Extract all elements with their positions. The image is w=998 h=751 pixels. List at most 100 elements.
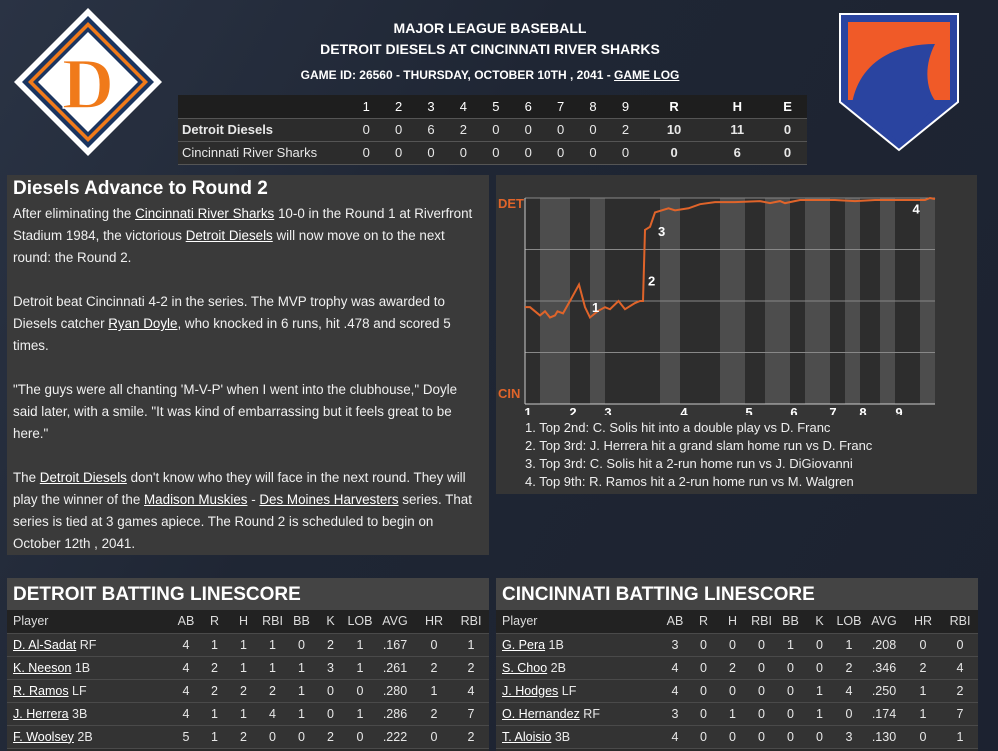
team-link[interactable]: Ryan Doyle [108,316,178,331]
stat-cell: 0 [689,656,718,680]
column-header[interactable]: R [200,610,229,634]
inning-score: 0 [544,118,577,142]
inning-score: 0 [641,141,707,165]
column-header[interactable]: RBI [258,610,287,634]
article-text: "The guys were all chanting 'M-V-P' when… [13,382,458,441]
team-link[interactable]: Des Moines Harvesters [259,492,399,507]
inning-header: R [641,95,707,119]
detroit-diesels-logo[interactable]: D [12,6,164,158]
player-link[interactable]: O. Hernandez [502,706,580,721]
player-cell: J. Hodges LF [496,679,661,703]
stat-cell: .208 [864,633,904,657]
column-header[interactable]: AVG [864,610,904,634]
stat-cell: 1 [229,702,258,726]
stat-cell: 0 [776,725,805,749]
player-position: RF [579,706,600,721]
stat-cell: 3 [661,633,689,657]
player-link[interactable]: K. Neeson [13,660,72,675]
inning-score: 0 [479,118,513,142]
player-link[interactable]: D. Al-Sadat [13,637,77,652]
stat-cell: 1 [200,702,229,726]
chart-note: 2. Top 3rd: J. Herrera hit a grand slam … [525,438,873,453]
stat-cell: 2 [316,633,345,657]
article-paragraph: After eliminating the Cincinnati River S… [13,203,483,269]
stat-cell: 4 [453,679,489,703]
stat-cell: 0 [287,633,316,657]
team-name[interactable]: Cincinnati River Sharks [178,141,350,165]
player-link[interactable]: G. Pera [502,637,546,652]
stat-cell: 0 [747,702,776,726]
x-tick-label: 8 [859,405,866,415]
column-header[interactable]: LOB [345,610,375,634]
inning-score: 6 [414,118,448,142]
team-link[interactable]: Detroit Diesels [39,470,127,485]
column-header[interactable]: RBI [453,610,489,634]
stat-cell: 1 [942,725,978,749]
column-header[interactable]: HR [904,610,942,634]
column-header[interactable]: Player [496,610,661,634]
inning-header: H [706,95,769,119]
column-header[interactable]: AB [172,610,200,634]
stat-cell: 0 [904,725,942,749]
article-title: Diesels Advance to Round 2 [13,178,268,199]
stat-cell: 0 [776,656,805,680]
inning-score: 0 [512,141,545,165]
column-header[interactable]: RBI [747,610,776,634]
column-header[interactable]: RBI [942,610,978,634]
column-header[interactable]: K [316,610,345,634]
column-header[interactable]: AVG [375,610,415,634]
column-header[interactable]: K [805,610,834,634]
player-cell: O. Hernandez RF [496,702,661,726]
column-header[interactable]: H [718,610,747,634]
article-panel: Diesels Advance to Round 2 After elimina… [7,175,489,555]
inning-score: 0 [350,118,383,142]
cincinnati-river-sharks-logo[interactable] [838,12,960,152]
column-header[interactable]: AB [661,610,689,634]
column-header[interactable]: H [229,610,258,634]
team-link[interactable]: Detroit Diesels [185,228,273,243]
x-tick-label: 7 [829,405,836,415]
stat-cell: 2 [415,656,453,680]
win-probability-panel: DET CIN 1 2 3 4 5 6 7 8 9 1 2 3 4 [496,175,977,494]
column-header[interactable]: R [689,610,718,634]
inning-score: 0 [350,141,383,165]
inning-header: 8 [576,95,610,119]
column-header[interactable]: BB [776,610,805,634]
team-name[interactable]: Detroit Diesels [178,118,350,142]
stat-cell: 0 [834,702,864,726]
stat-cell: 7 [453,702,489,726]
player-link[interactable]: T. Aloisio [502,729,552,744]
game-log-link[interactable]: GAME LOG [614,68,680,82]
x-tick-label: 5 [745,405,752,415]
team-link[interactable]: Cincinnati River Sharks [135,206,275,221]
player-row: G. Pera 1B 3 0 0 0 1 0 1.208 0 0 [496,633,978,657]
stat-cell: 4 [172,702,200,726]
stat-cell: 2 [904,656,942,680]
inning-score: 2 [609,118,642,142]
team-link[interactable]: Madison Muskies [144,492,248,507]
column-header[interactable]: BB [287,610,316,634]
win-probability-line [525,196,936,320]
player-link[interactable]: R. Ramos [13,683,69,698]
column-header[interactable]: HR [415,610,453,634]
column-header[interactable]: Player [7,610,172,634]
player-link[interactable]: F. Woolsey [13,729,74,744]
article-text: will now move on to the next round: the … [13,228,445,265]
inning-score: 0 [382,118,415,142]
stat-cell: 2 [200,679,229,703]
inning-score: 0 [768,118,807,142]
article-text: don't know who they will face in the nex… [13,470,466,507]
player-link[interactable]: J. Hodges [502,683,559,698]
linescore-row: Cincinnati River Sharks 0 0 0 0 0 0 0 0 0 0 6 0 [178,141,807,165]
player-link[interactable]: S. Choo [502,660,548,675]
inning-score: 0 [576,141,610,165]
chart-notes: 1. Top 2nd: C. Solis hit into a double p… [525,419,872,491]
player-link[interactable]: J. Herrera [13,706,69,721]
stat-cell: 1 [287,679,316,703]
chart-note: 3. Top 3rd: C. Solis hit a 2-run home ru… [525,456,853,471]
stat-cell: .250 [864,679,904,703]
x-tick-label: 1 [524,405,531,415]
column-header[interactable]: LOB [834,610,864,634]
player-cell: G. Pera 1B [496,633,661,657]
